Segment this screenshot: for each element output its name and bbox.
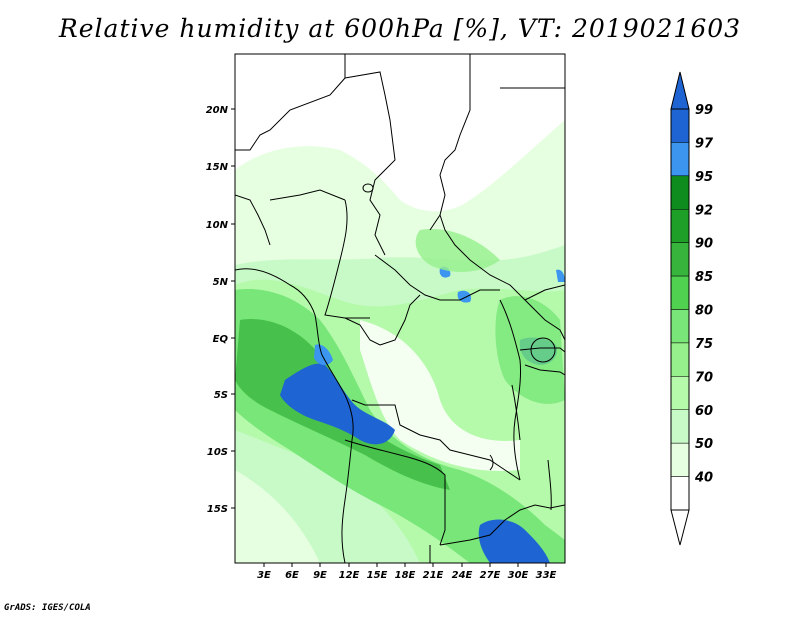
lon-tick-label: 6E [285,570,299,581]
lon-tick-label: 30E [508,570,529,581]
colorbar-segment [670,142,690,177]
country-borders [235,54,565,563]
border-north-1 [235,54,346,151]
colorbar-segment [670,376,690,411]
lon-tick-label: 3E [257,570,271,581]
lon-tick-label: 24E [452,570,473,581]
colorbar-label: 60 [695,404,713,419]
lake-chad [362,183,374,193]
humidity-field [235,120,565,563]
colorbar-segment [670,409,690,444]
rh-95-plus-area-southeast [478,519,550,563]
lat-tick-label: 20N [206,105,229,116]
colorbar-segment [670,242,690,277]
lat-tick-label: 15S [207,504,228,515]
colorbar-segment [670,108,690,143]
lat-tick-label: EQ [213,334,229,345]
lon-tick-label: 9E [313,570,327,581]
border-congo [344,294,421,346]
colorbar-label: 97 [695,136,714,151]
border-zambia [439,504,565,546]
lat-tick-label: 15N [206,162,229,173]
lake-tanganyika [511,384,521,441]
lat-tick-label: 5S [214,390,228,401]
colorbar-label: 40 [694,471,713,486]
lat-tick-label: 5N [213,277,229,288]
lakes [362,183,556,511]
colorbar-label: 90 [695,237,713,252]
credit-text: GrADS: IGES/COLA [4,603,91,613]
rh-40-50-area-north [235,120,565,277]
colorbar-below-arrow [670,509,690,546]
border-nigeria [269,189,346,201]
colorbar-segment [670,476,690,511]
rh-dry-area-southwest [235,470,320,563]
colorbar-label: 80 [695,304,713,319]
map-title: Relative humidity at 600hPa [%], VT: 201… [58,14,742,43]
border-libya-egypt [429,54,471,231]
lon-tick-label: 27E [480,570,501,581]
border-west-small [235,194,271,246]
border-tanzania [524,364,565,376]
lake-malawi [547,459,552,511]
colorbar-label: 75 [695,337,713,352]
lat-tick-label: 10S [207,447,228,458]
colorbar-label: 99 [695,103,713,118]
lon-tick-label: 33E [536,570,557,581]
border-east-2 [524,299,565,341]
lake-mweru [489,454,494,471]
colorbar-above-arrow [670,71,690,110]
colorbar: 99 97 95 92 90 85 80 75 70 60 50 40 [670,71,714,546]
colorbar-label: 70 [695,370,713,385]
colorbar-label: 85 [695,270,713,285]
colorbar-label: 92 [695,203,713,218]
border-angola [344,439,446,546]
border-drc-west [351,399,521,481]
map-frame [234,53,566,564]
colorbar-label: 50 [695,437,713,452]
rh-dry-area-center [360,320,520,471]
rh-80-area-east [495,296,565,404]
lat-axis: 20N 15N 10N 5N EQ 5S 10S 15S [206,105,235,515]
lat-tick-label: 10N [206,220,229,231]
border-car [374,254,500,301]
lon-tick-label: 12E [339,570,360,581]
lon-tick-label: 18E [395,570,416,581]
colorbar-segment [670,442,690,477]
colorbar-segment [670,309,690,344]
coastline-west [235,268,354,563]
rh-95-plus-area-coast [314,344,333,366]
border-uganda [519,347,565,353]
lake-victoria [530,337,556,363]
colorbar-segment [670,342,690,377]
border-east-lakes [499,299,521,481]
lon-axis: 3E 6E 9E 12E 15E 18E 21E 24E 27E 30E 33E [257,563,557,581]
colorbar-segment [670,275,690,310]
colorbar-segment [670,175,690,210]
rh-95-plus-area-east2 [556,269,565,282]
border-north-2 [344,71,396,256]
colorbar-label: 95 [695,170,713,185]
rh-80-area-north [415,229,500,272]
lon-tick-label: 21E [423,570,444,581]
border-chad-sudan [439,214,565,301]
rh-95-plus-area-gabon [280,363,395,445]
colorbar-segment [670,209,690,243]
lon-tick-label: 15E [367,570,388,581]
border-cameroon [324,199,370,319]
